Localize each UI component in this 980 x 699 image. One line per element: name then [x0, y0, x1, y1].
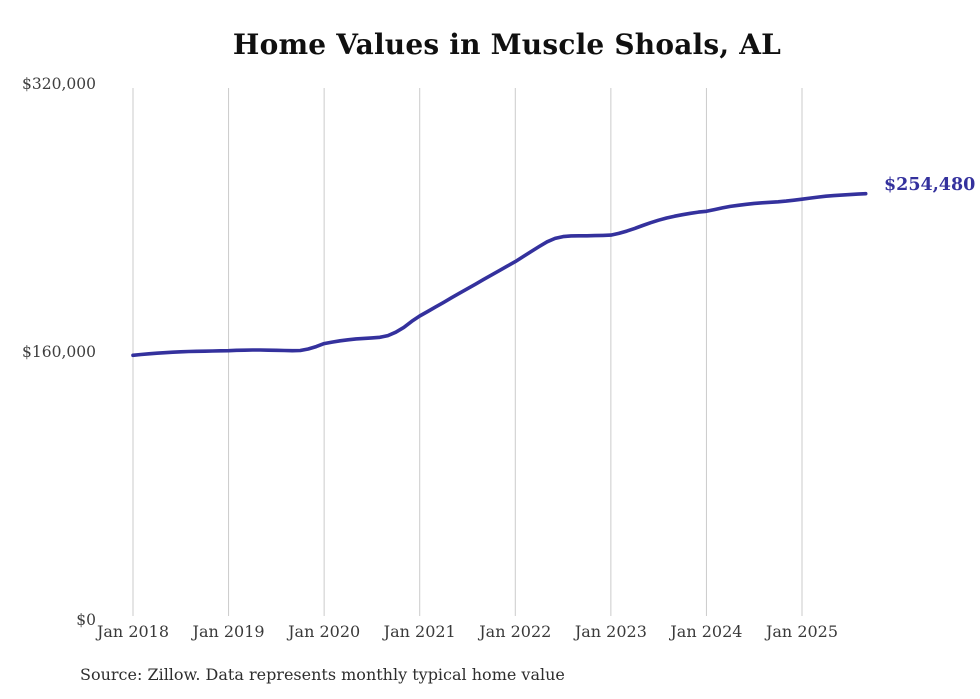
x-axis-tick-label: Jan 2019: [192, 622, 265, 641]
y-axis-tick-label: $320,000: [22, 75, 96, 93]
x-axis-tick-label: Jan 2023: [574, 622, 647, 641]
y-axis-tick-label: $160,000: [22, 343, 96, 361]
y-axis-tick-label: $0: [76, 611, 96, 629]
chart-title: Home Values in Muscle Shoals, AL: [232, 28, 782, 61]
x-axis-tick-label: Jan 2022: [479, 622, 552, 641]
source-note: Source: Zillow. Data represents monthly …: [80, 665, 565, 684]
x-axis-tick-label: Jan 2018: [96, 622, 170, 641]
x-axis-tick-label: Jan 2024: [670, 622, 743, 641]
latest-value-label: $254,480: [884, 175, 976, 195]
x-axis-tick-label: Jan 2020: [288, 622, 361, 641]
x-axis-tick-label: Jan 2021: [383, 622, 456, 641]
home-value-series-line: [131, 191, 868, 358]
x-axis-tick-label: Jan 2025: [765, 622, 839, 641]
